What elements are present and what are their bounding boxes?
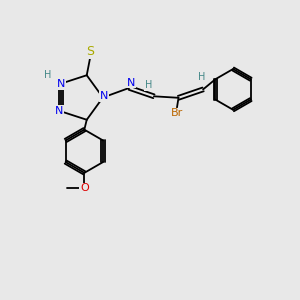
- Text: H: H: [44, 70, 52, 80]
- Text: H: H: [198, 72, 205, 82]
- Text: N: N: [127, 77, 135, 88]
- Text: Br: Br: [171, 108, 183, 118]
- Text: O: O: [80, 184, 89, 194]
- Text: S: S: [86, 45, 94, 58]
- Text: N: N: [100, 91, 109, 101]
- Text: N: N: [55, 106, 63, 116]
- Text: N: N: [56, 79, 65, 89]
- Text: H: H: [145, 80, 152, 90]
